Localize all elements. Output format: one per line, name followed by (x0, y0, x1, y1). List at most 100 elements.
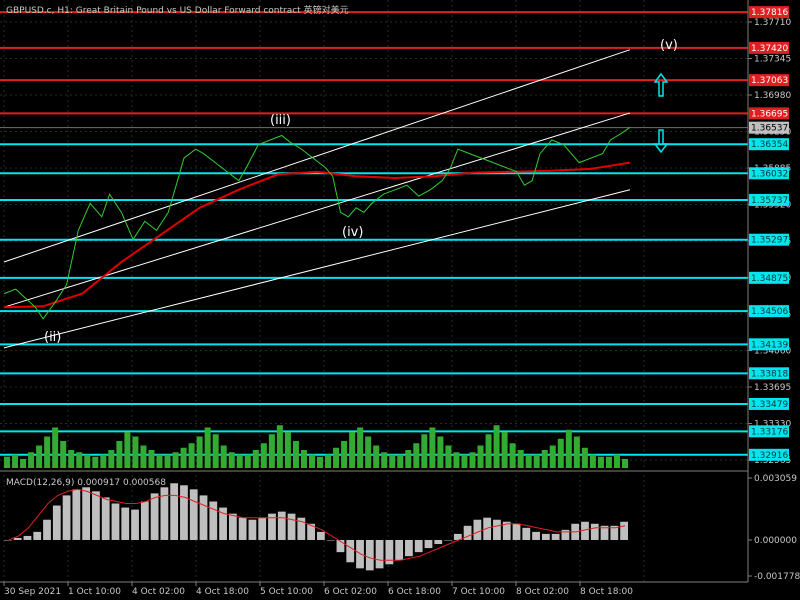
price-line (3, 126, 631, 320)
macd-bar (170, 483, 179, 540)
time-tick-label: 6 Oct 02:00 (324, 587, 377, 597)
macd-tick-label: 0.003059 (754, 474, 797, 484)
volume-bar (389, 454, 396, 468)
macd-bar (414, 539, 423, 553)
macd-bar (317, 531, 325, 540)
volume-bar (44, 436, 51, 468)
price-level-tag-label: 1.36354 (751, 140, 788, 150)
channel-line[interactable] (3, 49, 631, 263)
macd-bar (199, 495, 208, 540)
pane-separator[interactable] (0, 470, 748, 472)
macd-bar (287, 513, 296, 540)
macd-bar (52, 505, 61, 540)
volume-bar (325, 454, 332, 468)
volume-bar (52, 427, 59, 468)
macd-bar (209, 501, 218, 540)
macd-bar (258, 517, 267, 540)
chart-title: GBPUSD.c, H1: Great Britain Pound vs US … (6, 4, 349, 16)
price-level-tag (749, 397, 789, 410)
price-tick-label: 1.37345 (754, 55, 791, 65)
volume-bar (613, 454, 620, 468)
macd-bar (532, 531, 540, 540)
time-tick-label: 4 Oct 02:00 (132, 587, 185, 597)
price-axis[interactable]: 1.377101.373451.369801.362501.358851.355… (748, 18, 800, 582)
price-level-tag (749, 338, 789, 351)
volume-bar (212, 434, 219, 468)
volume-bar (68, 450, 75, 468)
price-level-tag-label: 1.36537 (751, 124, 788, 134)
moving-average-line (3, 161, 631, 309)
volume-bar (349, 432, 356, 468)
channel-line[interactable] (3, 112, 631, 308)
volume-bar (365, 436, 372, 468)
volume-histogram (4, 425, 628, 468)
macd-bar (238, 517, 247, 540)
macd-bar (219, 507, 227, 540)
macd-bar (365, 539, 374, 571)
volume-bar (300, 450, 307, 468)
price-level-tag (749, 121, 789, 134)
macd-bar (131, 509, 139, 540)
macd-bar (522, 527, 531, 540)
time-tick-label: 4 Oct 18:00 (196, 587, 249, 597)
macd-bar (189, 489, 198, 540)
price-tick-label: 1.32965 (754, 456, 791, 466)
wave-label-iv: (iv) (342, 225, 363, 240)
macd-bar (502, 521, 511, 540)
macd-bar (297, 517, 306, 540)
price-level-tag (749, 41, 789, 54)
time-axis[interactable]: 30 Sep 2021 1 Oct 10:00 4 Oct 02:00 4 Oct 1… (3, 582, 633, 597)
volume-bar (28, 452, 35, 468)
volume-bar (116, 441, 123, 468)
price-tick-label: 1.33330 (754, 420, 791, 430)
macd-bar (444, 539, 452, 541)
price-level-tag-label: 1.33176 (751, 427, 788, 437)
volume-bar (268, 434, 275, 468)
volume-bar (509, 443, 516, 468)
volume-bar (172, 452, 179, 468)
volume-bar (108, 450, 115, 468)
price-level-tag-label: 1.37816 (751, 8, 788, 18)
macd-bar (541, 533, 550, 540)
price-level-tag (749, 74, 789, 87)
macd-bar (493, 519, 501, 540)
volume-bar (236, 454, 243, 468)
macd-bar (277, 511, 286, 540)
time-tick-label: 30 Sep 2021 (4, 587, 61, 597)
channel-line[interactable] (3, 189, 631, 349)
price-tick-label: 1.36980 (754, 91, 791, 101)
price-tick-label: 1.33695 (754, 383, 791, 393)
macd-bar (307, 523, 315, 540)
volume-bar (76, 452, 83, 468)
price-level-lines[interactable] (0, 11, 748, 456)
up-arrow-icon (653, 72, 669, 97)
price-level-tag-label: 1.34139 (751, 340, 788, 350)
macd-bar (92, 491, 100, 540)
volume-bar (533, 454, 540, 468)
macd-bar (248, 519, 257, 540)
volume-bar (405, 450, 412, 468)
volume-bar (501, 432, 508, 468)
macd-bar (62, 495, 71, 540)
price-level-tag (749, 448, 789, 461)
macd-panel (4, 483, 628, 571)
volume-bar (413, 443, 420, 468)
macd-bar (610, 525, 619, 540)
macd-bar (326, 539, 335, 541)
price-level-tag-label: 1.37420 (751, 44, 788, 54)
volume-bar (445, 445, 452, 468)
price-level-tag-label: 1.35297 (751, 236, 788, 246)
volume-bar (333, 447, 340, 468)
volume-bar (541, 450, 548, 468)
wave-label-v: (v) (660, 38, 678, 53)
price-level-tags: 1.37816 1.37420 1.37063 1.36695 1.36354 1.360… (749, 6, 789, 461)
trend-channel[interactable] (3, 49, 631, 349)
volume-bar (453, 452, 460, 468)
volume-bar (260, 443, 267, 468)
volume-bar (84, 454, 91, 468)
volume-bar (605, 456, 612, 468)
macd-bar (23, 535, 32, 540)
wave-labels: (ii) (iii) (iv) (v) (44, 38, 678, 345)
macd-bar (424, 539, 433, 549)
